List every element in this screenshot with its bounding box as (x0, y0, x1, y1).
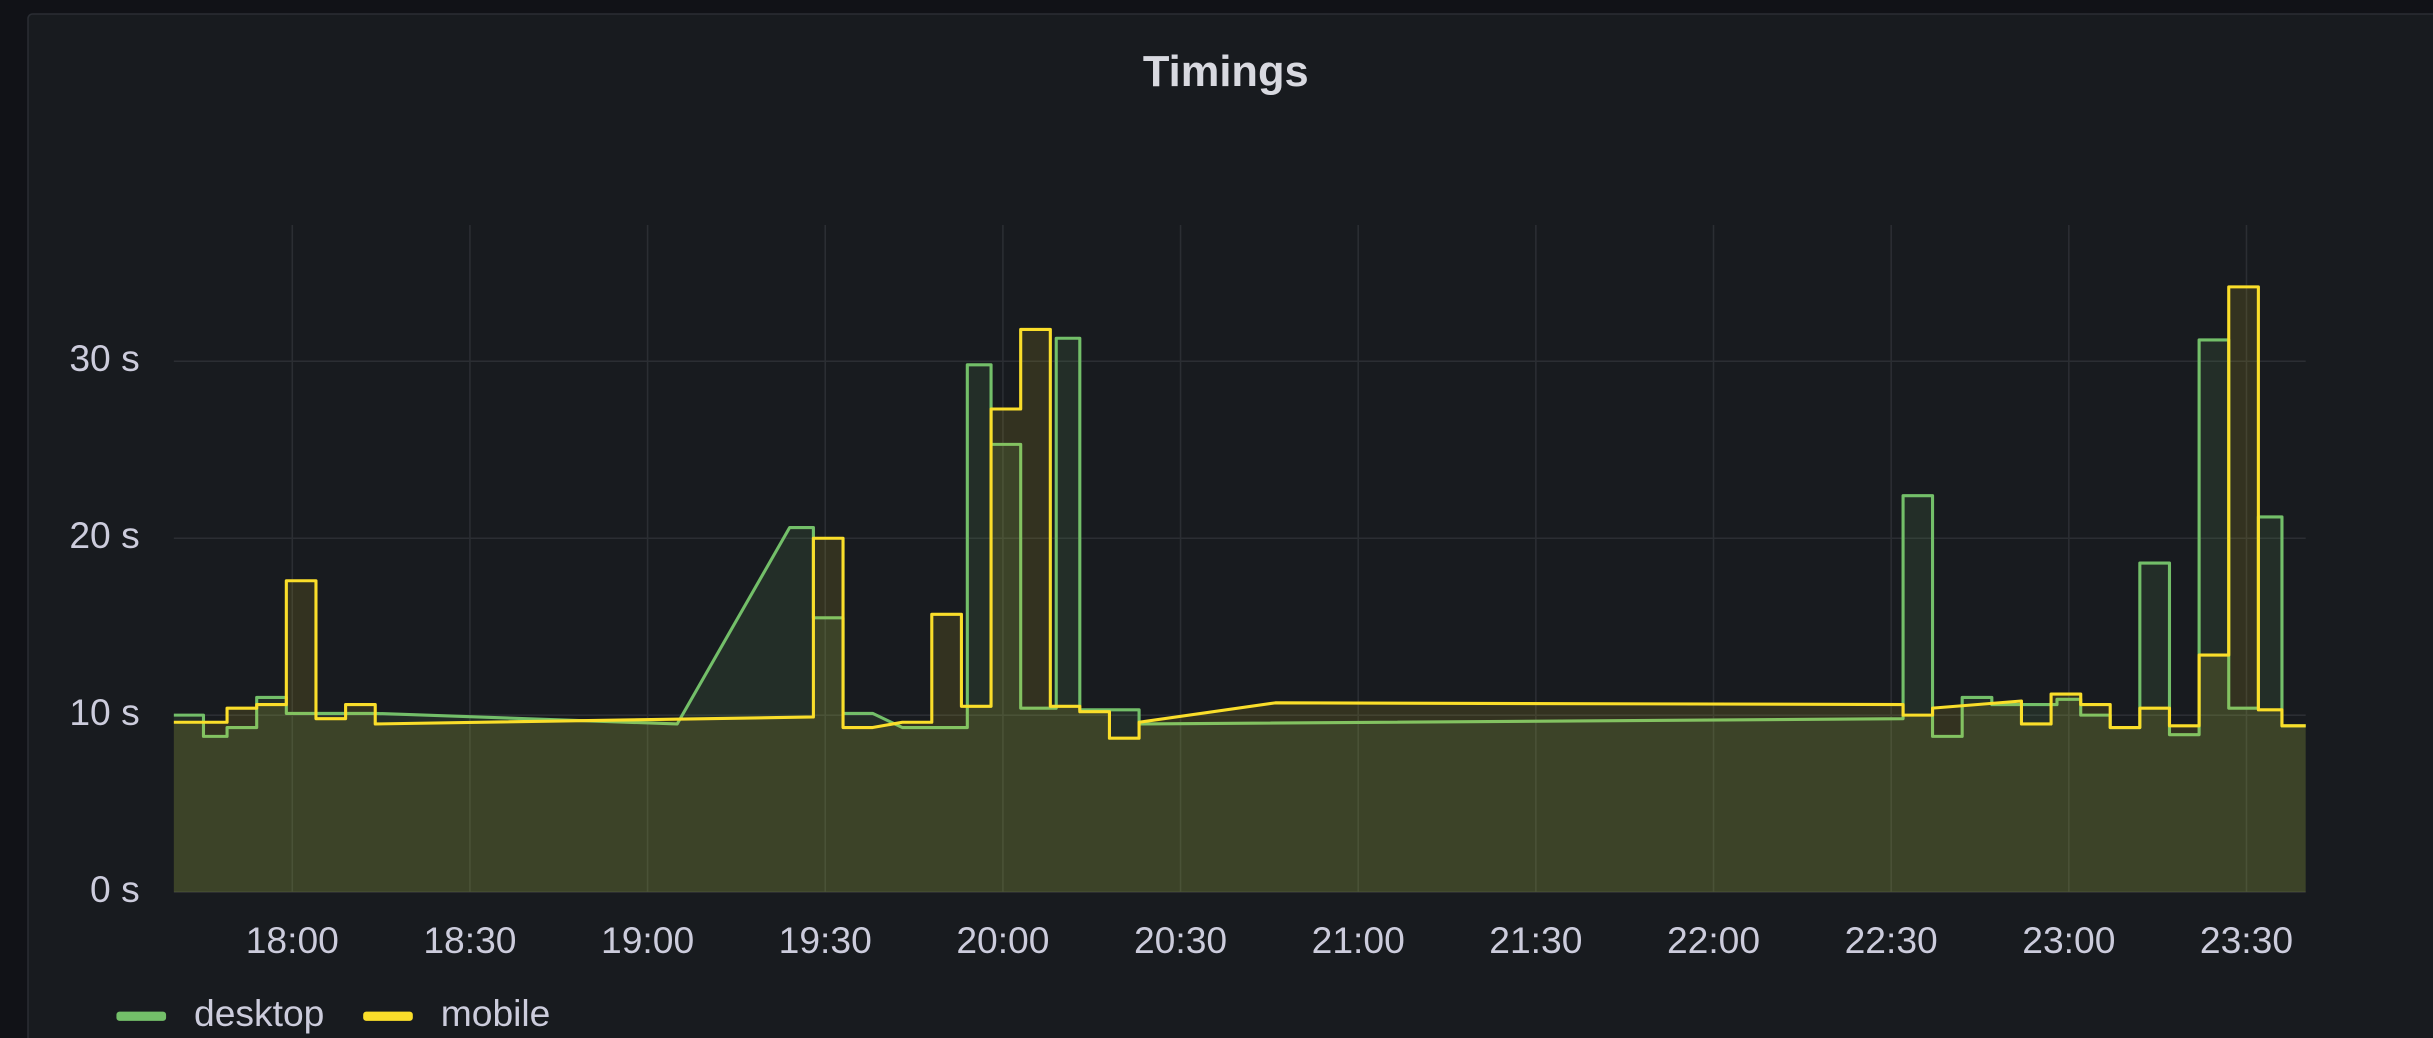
series-area (173, 286, 2306, 893)
x-tick-label: 23:30 (2200, 919, 2293, 961)
x-tick-label: 21:00 (1312, 919, 1405, 961)
legend-label: mobile (441, 992, 551, 1034)
x-tick-label: 19:00 (601, 919, 694, 961)
y-tick-label: 0 s (90, 868, 140, 910)
legend-label: desktop (194, 992, 324, 1034)
x-tick-label: 18:00 (246, 919, 339, 961)
x-tick-label: 23:00 (2022, 919, 2115, 961)
legend-swatch (116, 1011, 167, 1021)
y-tick-label: 30 s (69, 337, 139, 379)
x-tick-label: 22:30 (1845, 919, 1938, 961)
y-tick-label: 10 s (69, 691, 139, 733)
series-line (173, 336, 2306, 738)
x-tick-label: 19:30 (779, 919, 872, 961)
x-tick-label: 20:00 (956, 919, 1049, 961)
panel-background (27, 13, 2433, 1038)
x-tick-label: 22:00 (1667, 919, 1760, 961)
panel-title: Timings (1143, 48, 1309, 96)
x-tick-label: 18:30 (423, 919, 516, 961)
y-tick-label: 20 s (69, 514, 139, 556)
series-line (173, 285, 2306, 740)
x-tick-label: 20:30 (1134, 919, 1227, 961)
x-tick-label: 21:30 (1489, 919, 1582, 961)
series-area (173, 338, 2306, 893)
legend-swatch (363, 1011, 413, 1021)
